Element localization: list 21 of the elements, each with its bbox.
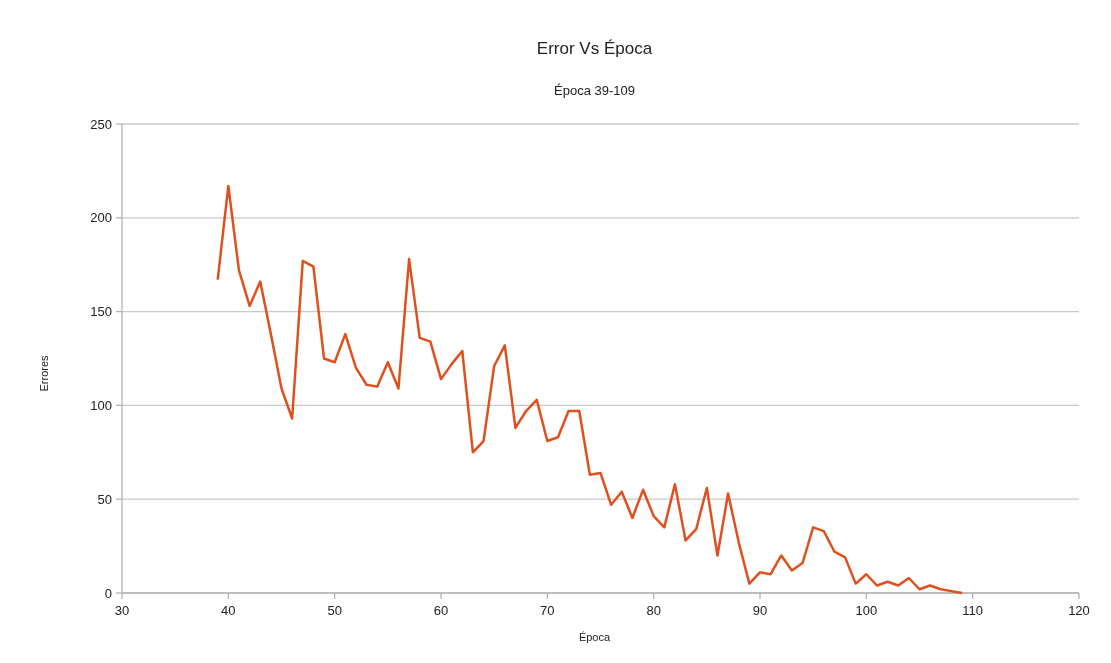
x-tick-label: 60 — [433, 603, 449, 618]
x-tick-label: 40 — [221, 603, 236, 618]
x-tick-label: 120 — [1068, 603, 1090, 618]
x-tick-label: 110 — [962, 603, 984, 618]
y-tick-label: 50 — [97, 491, 112, 507]
x-tick-label: 30 — [114, 603, 130, 618]
chart-title: Error Vs Época — [536, 39, 653, 58]
chart-subtitle: Época 39-109 — [554, 83, 635, 98]
x-tick-label: 80 — [646, 603, 661, 618]
y-tick-label: 250 — [90, 116, 112, 132]
y-axis-title: Errores — [38, 354, 50, 392]
line-series — [216, 184, 964, 595]
x-tick-label: 50 — [327, 603, 342, 618]
x-axis-title: Época — [578, 631, 611, 643]
y-tick-label: 0 — [104, 585, 112, 601]
y-tick-label: 150 — [90, 304, 112, 320]
y-tick-label: 100 — [90, 397, 112, 413]
x-tick-label: 100 — [855, 603, 878, 618]
x-tick-label: 90 — [752, 603, 768, 618]
x-tick-label: 70 — [540, 603, 555, 618]
y-tick-label: 200 — [90, 210, 112, 226]
